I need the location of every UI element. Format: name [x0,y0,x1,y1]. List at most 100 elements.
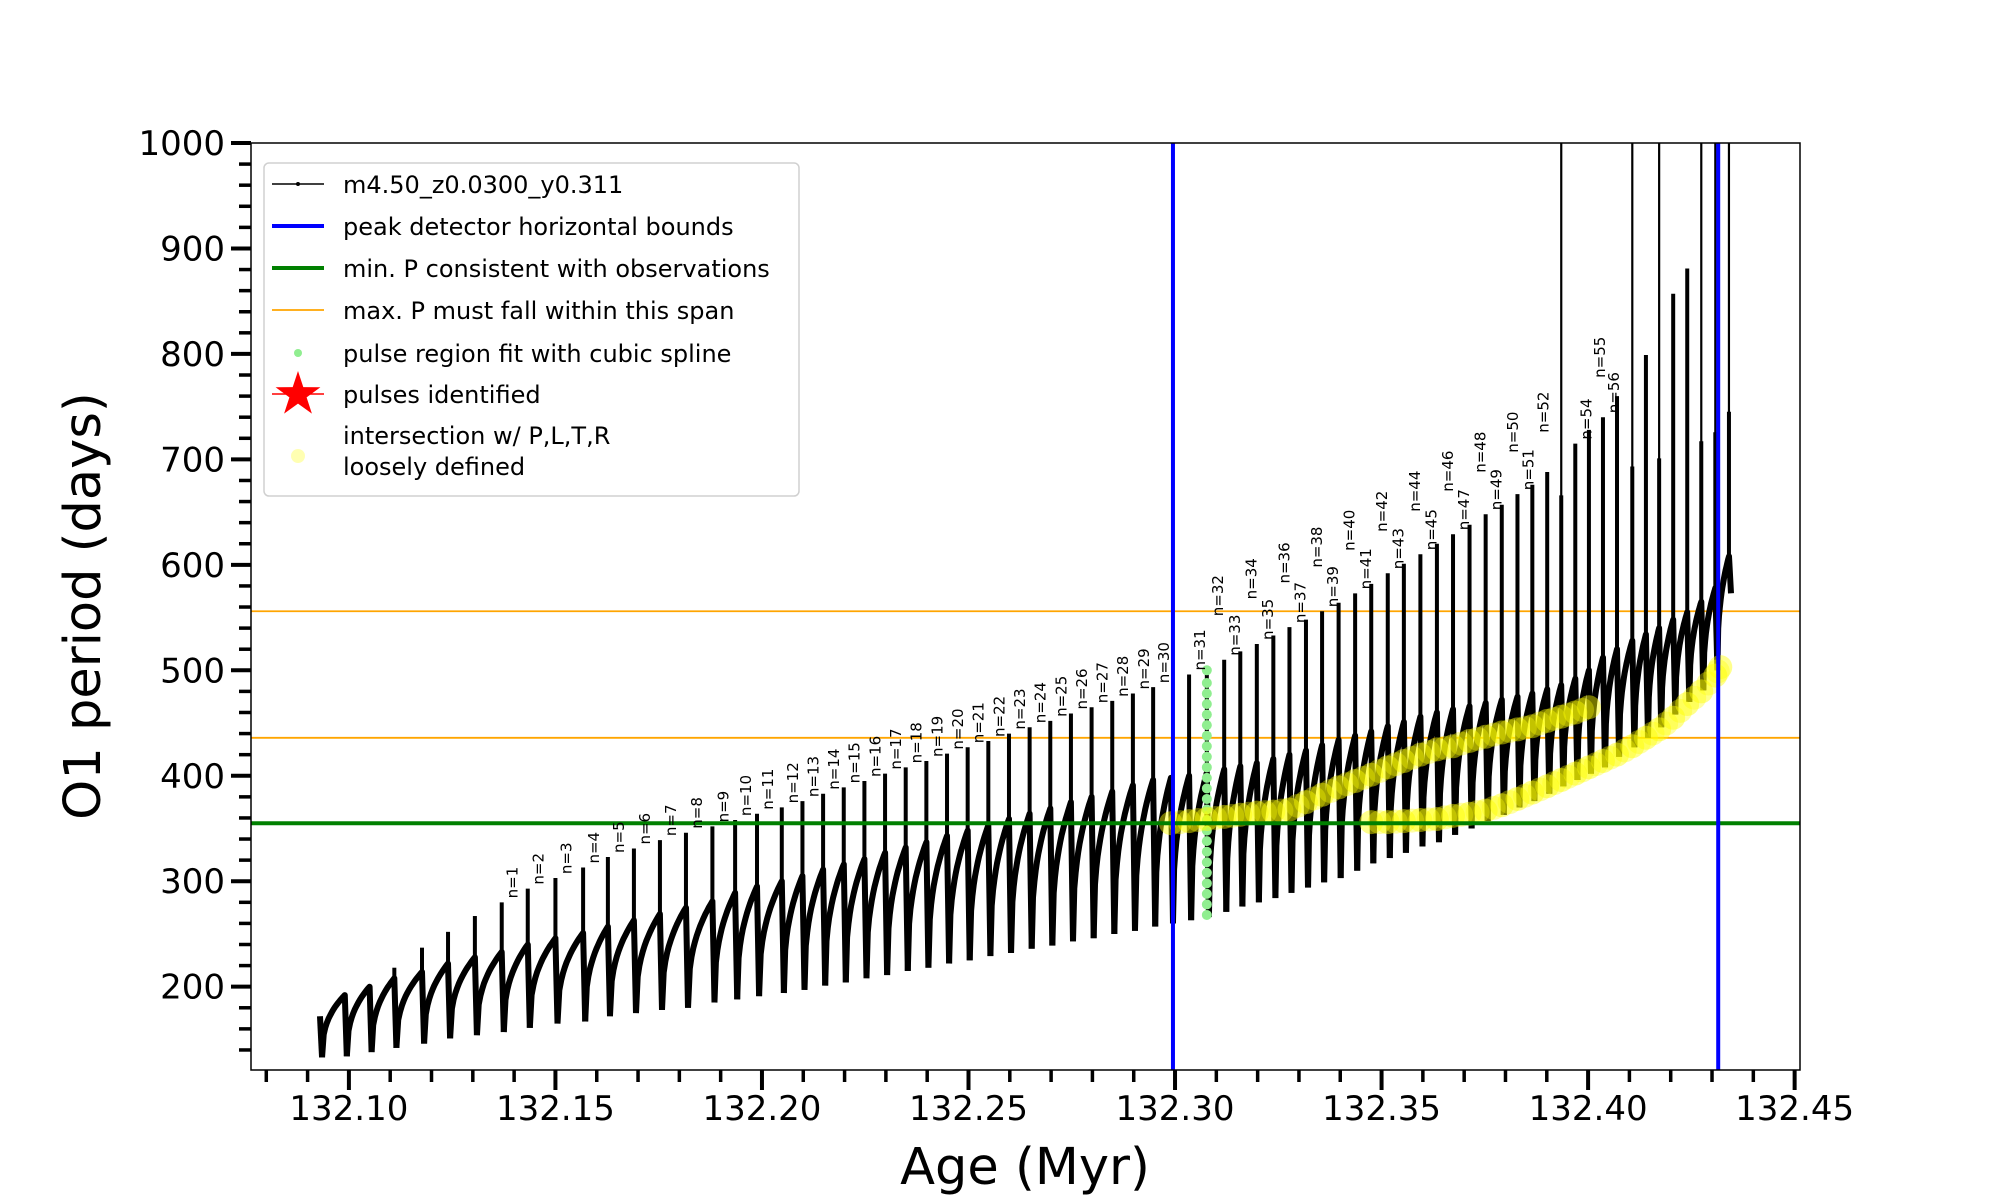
reference-lines [251,610,1800,739]
intersection-point [1708,655,1733,680]
pulse-cycle [582,923,613,1022]
intersection-point [1605,742,1630,767]
pulse-cycle [1131,777,1159,931]
intersection-point [1675,692,1700,717]
pulse-label: n=27 [1094,662,1112,703]
intersection-point [1620,734,1645,759]
spline-point [1201,836,1212,847]
y-tick-label: 400 [160,757,225,797]
intersection-point [1449,731,1474,756]
intersection-point [1481,795,1506,820]
intersection-point [1682,685,1707,710]
spline-point [1201,888,1212,899]
spline-point [1201,878,1212,889]
legend-item-pulses: pulses identified [272,371,541,414]
pulse-cycle [1560,675,1581,787]
intersection-point [1542,771,1567,796]
pulse-cycle [368,975,400,1053]
spline-point [1201,720,1212,731]
pulse-cycle [884,844,911,976]
pulse-cycle [554,929,589,1024]
intersection-point [1703,663,1728,688]
intersection-point [1542,706,1567,731]
pulse-label: n=3 [557,842,575,874]
pulse-cycle [473,948,507,1036]
pulse-cycle [1008,810,1035,954]
pulse-cycle [1370,723,1393,864]
legend: m4.50_z0.0300_y0.311 peak detector horiz… [263,162,800,497]
intersection-point [1612,738,1637,763]
pulse-labels: n=1 n=2 n=3 n=4 n=5 n=6 n=7 n=8 n=9 n=10 n=11 n=12 n… [504,337,1623,899]
pulse-cycle [925,832,953,968]
intersection-point [1465,726,1490,751]
intersection-point [1633,725,1658,750]
pulse-label: n=20 [949,708,967,749]
pulse-label: n=39 [1324,566,1342,607]
pulse-label: n=42 [1373,491,1391,532]
pulse-cycle [1028,805,1056,949]
y-tick-label: 1000 [138,124,225,164]
pulse-cycle [1658,616,1679,728]
intersection-point [1497,790,1522,815]
intersection-point [1535,708,1560,733]
intersection-point [1375,755,1400,780]
y-axis-label: O1 period (days) [54,392,113,820]
pulse-cycle [1616,637,1638,757]
pulse-cycle [1435,706,1459,843]
pulse-label: n=45 [1422,509,1440,550]
intersection-point [1359,762,1384,787]
intersection-point [1647,717,1672,742]
pulse-label: n=7 [662,804,680,836]
intersection-point [1583,752,1608,777]
intersection-point [1177,809,1202,834]
pulse-label: n=55 [1591,337,1609,378]
pulse-cycle [822,861,849,986]
pulse-label: n=23 [1011,688,1029,729]
pulse-cycle [1288,747,1311,893]
spline-point [1201,772,1212,783]
pulse-label: n=44 [1406,471,1424,512]
pulse-label: n=14 [825,749,843,790]
x-tick-label: 132.35 [1322,1089,1441,1129]
pulse-cycle [343,983,375,1057]
pulse-cycle [1531,686,1553,802]
intersection-point [1520,780,1545,805]
intersection-point [1391,749,1416,773]
pulse-cycle [1574,667,1594,781]
legend-item-track: m4.50_z0.0300_y0.311 [272,171,623,199]
pulse-cycle [1644,625,1665,738]
intersection-point [1343,769,1368,794]
pulse-cycle [421,960,454,1044]
track-series [316,143,1734,1058]
intersection-point [1457,728,1482,753]
pulse-cycle [606,917,639,1017]
pulse-label: n=43 [1390,528,1408,569]
pulse-cycle [1321,736,1344,883]
pulse-cycle [711,889,741,1003]
intersection-point [1520,714,1545,739]
pulse-cycle [393,968,428,1049]
legend-label: pulse region fit with cubic spline [343,340,731,368]
pulse-cycle [987,816,1014,957]
pulse-cycle [1672,609,1693,715]
legend-item-peak-bounds: peak detector horizontal bounds [272,213,734,241]
intersection-point [1512,715,1537,740]
intersection-point [1285,793,1310,818]
pulse-label: n=40 [1341,510,1359,551]
spline-point [1201,665,1212,676]
pulse-label: n=9 [714,791,732,823]
pulse-label: n=11 [759,769,777,810]
intersection-point [1416,740,1441,765]
spline-point [1201,825,1212,836]
intersection-point [1473,798,1498,823]
intersection-point [1473,724,1498,749]
intersection-point [1689,679,1714,704]
y-tick-label: 500 [160,651,225,691]
star-icon [275,371,321,414]
pulse-cycle [1337,732,1361,879]
intersection-point [1549,704,1574,729]
y-tick-label: 900 [160,229,225,269]
pulse-cycle [734,883,763,1000]
pulse-label: n=54 [1577,398,1595,439]
